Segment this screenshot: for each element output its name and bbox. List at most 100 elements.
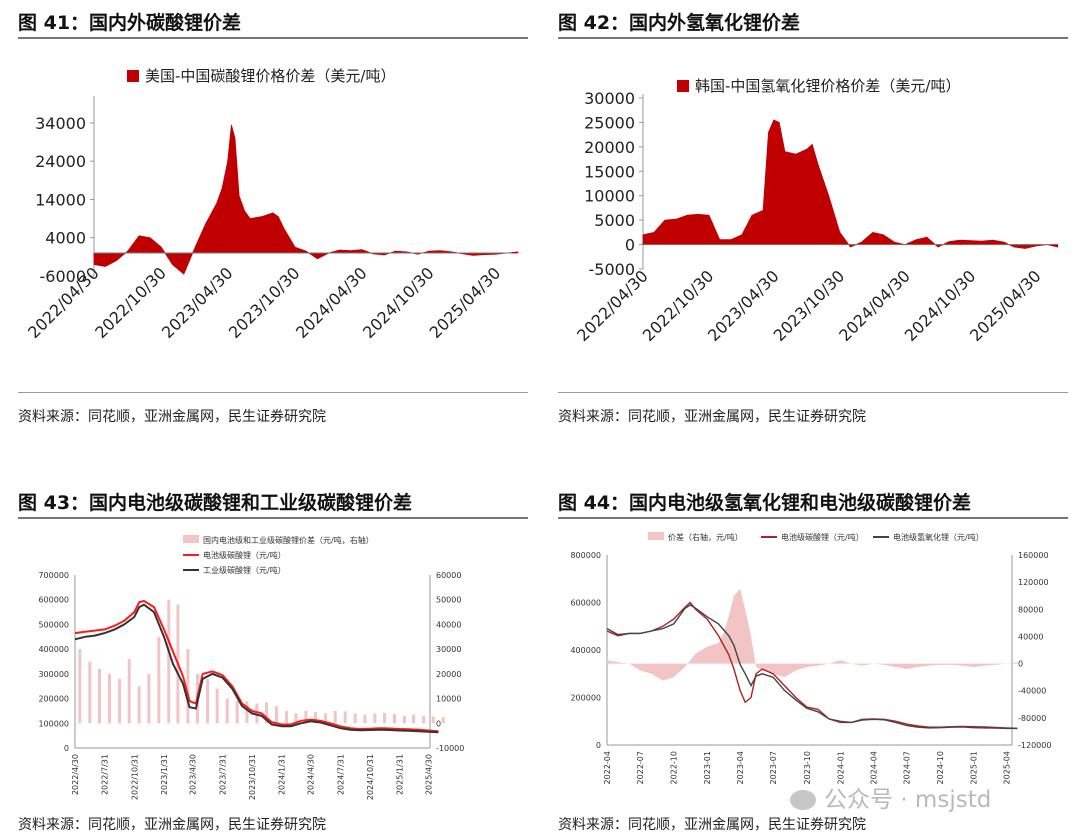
svg43-bar [206,678,209,724]
svg44-y2-tick-label: 80000 [1018,605,1043,614]
svg44-x-tick-label: 2022-10 [670,751,679,784]
svg41-y-tick-label: 14000 [35,190,86,209]
svg43-y2-tick-label: 50000 [436,596,461,605]
watermark: 公众号 · msjstd [790,780,991,814]
figure-43-title-rule [18,517,528,519]
svg44-x-tick-label: 2024-01 [836,751,845,784]
svg44-x-tick-label: 2025-01 [970,751,979,784]
svg44-y2-tick-label: -120000 [1018,741,1051,750]
svg44-x-tick-label: 2024-07 [903,751,912,784]
svg43-bar [422,715,426,724]
svg43-legend-label: 电池级碳酸锂（元/吨） [203,550,286,560]
svg43-x-tick-label: 2022/7/31 [101,754,110,795]
figure-42-panel: 图 42：国内外氢氧化锂价差 韩国-中国氢氧化锂价格价差（美元/吨） -5000 0… [540,0,1080,440]
svg43-y-tick-label: 700000 [38,571,69,580]
svg41-legend-label: 美国-中国碳酸锂价格价差（美元/吨） [145,67,395,85]
svg43-bar [88,661,92,724]
svg41-y-tick-label: 24000 [35,152,86,171]
svg43-bar [363,714,367,724]
svg41-y-tick-label: -6000 [40,267,87,286]
svg43-bar [137,686,141,724]
svg44-x-tick-label: 2023-04 [736,751,745,784]
svg43-legend-label: 工业级碳酸锂（元/吨） [203,565,286,575]
svg43-legend-swatch [183,535,199,543]
figure-42-source: 资料来源：同花顺，亚洲金属网，民生证券研究院 [558,409,866,425]
svg43-y-tick-label: 200000 [38,695,69,704]
svg43-x-tick-label: 2022/4/30 [71,754,80,795]
svg43-y-tick-label: 600000 [38,596,69,605]
svg42-legend-label: 韩国-中国氢氧化锂价格价差（美元/吨） [695,77,960,95]
svg44-y2-tick-label: -40000 [1018,687,1046,696]
svg43-bar [167,599,171,724]
svg44-spread-area [607,588,1018,681]
svg43-y2-tick-label: 0 [436,719,441,728]
svg43-y-tick-label: 0 [64,744,69,753]
svg43-x-tick-label: 2024/1/31 [278,754,287,795]
svg44-legend-label: 电池级氢氧化锂（元/吨） [893,532,984,542]
svg44-x-tick-label: 2024-04 [869,751,878,784]
svg44-y-tick-label: 600000 [570,599,601,608]
svg43-bar [225,698,229,724]
svg43-x-tick-label: 2023/1/31 [160,754,169,795]
svg43-bar [353,713,357,724]
figure-42-source-rule [558,392,1068,393]
svg43-bar [393,713,396,724]
svg44-x-tick-label: 2023-07 [769,751,778,784]
svg43-bar [186,649,190,724]
svg43-x-tick-label: 2023/10/31 [248,754,257,800]
svg43-bar [333,710,337,724]
svg43-bar [78,649,82,724]
svg44-x-tick-label: 2022-07 [636,751,645,784]
figure-42-title-rule [558,37,1068,39]
svg44-y-tick-label: 800000 [570,551,601,560]
figure-44-title: 图 44：国内电池级氢氧化锂和电池级碳酸锂价差 [558,492,972,514]
svg42-x-tick-label: 2025/04/30 [966,266,1045,345]
svg44-y2-tick-label: 0 [1018,660,1023,669]
svg42-y-tick-label: 5000 [594,211,635,230]
figure-41-title-rule [18,37,528,39]
svg41-x-tick-label: 2024/04/30 [292,263,371,342]
figure-41-chart: 美国-中国碳酸锂价格价差（美元/吨） -6000 4000 14000 24000 340… [24,67,519,342]
svg43-bar [245,701,249,724]
svg43-x-tick-label: 2024/4/30 [307,754,316,795]
svg43-y-tick-label: 500000 [38,620,69,629]
svg43-y-tick-label: 300000 [38,670,69,679]
svg41-y-tick-label: 34000 [35,114,86,133]
svg44-x-tick-label: 2022-04 [603,751,612,784]
svg43-bar [285,710,288,724]
svg44-y-tick-label: 400000 [570,646,601,655]
svg43-bar [255,703,259,724]
figure-41-panel: 图 41：国内外碳酸锂价差 美国-中国碳酸锂价格价差（美元/吨） -6000 400… [0,0,540,440]
svg44-y2-tick-label: 120000 [1018,578,1049,587]
svg43-y2-tick-label: 30000 [436,645,461,654]
figure-43-panel: 图 43：国内电池级碳酸锂和工业级碳酸锂价差 0 100000 200000 3000… [0,480,540,838]
svg44-y2-tick-label: -80000 [1018,714,1046,723]
wechat-icon [790,790,816,810]
figure-41-source-rule [18,392,528,393]
svg44-legend-swatch [648,532,664,540]
figure-43-source: 资料来源：同花顺，亚洲金属网，民生证券研究院 [18,817,326,833]
svg43-bar [324,713,327,724]
svg43-x-tick-label: 2025/4/30 [424,754,433,795]
svg43-bar [373,713,377,724]
svg43-x-tick-label: 2025/1/31 [396,754,405,795]
svg43-y2-tick-label: -10000 [436,744,464,753]
svg42-y-tick-label: 20000 [584,138,635,157]
svg44-x-tick-label: 2024-10 [936,751,945,784]
svg43-line-2 [74,603,439,734]
svg43-bar [431,716,435,724]
figure-41-source: 资料来源：同花顺，亚洲金属网，民生证券研究院 [18,409,326,425]
svg43-bar [403,715,406,724]
svg43-bar [265,702,268,724]
svg43-bar [215,688,219,724]
svg43-y-tick-label: 100000 [38,719,69,728]
svg41-x-tick-label: 2025/04/30 [426,263,505,342]
svg42-y-tick-label: 10000 [584,187,635,206]
svg41-x-tick-label: 2023/04/30 [158,263,237,342]
figure-44-chart: 0200000400000600000800000-120000-80000-4… [570,532,1051,784]
figure-44-title-rule [558,517,1068,519]
figure-44-panel: 图 44：国内电池级氢氧化锂和电池级碳酸锂价差 0 200000 400000 600… [540,480,1080,838]
svg43-bar [108,673,111,724]
figure-44-source: 资料来源：同花顺，亚洲金属网，民生证券研究院 [558,817,866,833]
svg43-x-tick-label: 2024/10/31 [366,754,375,800]
